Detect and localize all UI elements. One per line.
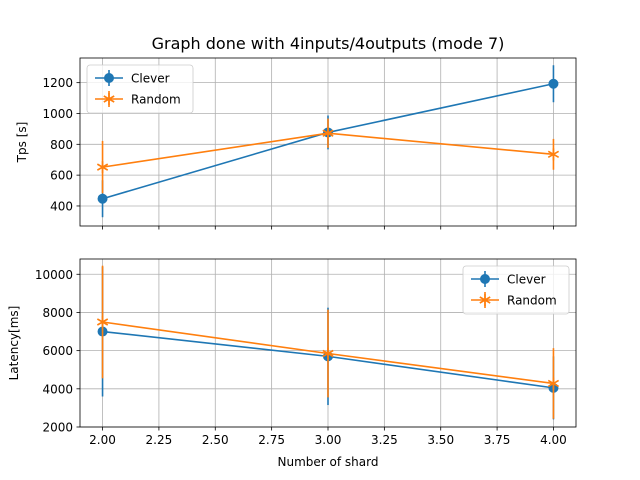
data-point (548, 78, 559, 89)
data-point (547, 148, 560, 161)
series-random (96, 265, 560, 419)
legend-marker (480, 274, 490, 284)
plot-frame (79, 57, 577, 227)
legend: Clever Random (86, 64, 194, 114)
data-point (322, 127, 334, 140)
y-tick-label: 10000 (35, 268, 73, 282)
x-tick-label: 3.75 (484, 433, 511, 447)
legend-label: Clever (131, 72, 170, 86)
legend: Clever Random (462, 265, 570, 315)
y-tick-label: 1000 (42, 107, 73, 121)
x-tick-label: 2.00 (89, 433, 116, 447)
x-tick-label: 2.75 (258, 433, 285, 447)
x-tick-label: 3.00 (315, 433, 342, 447)
legend-marker (103, 93, 115, 105)
x-tick-label: 3.50 (427, 433, 454, 447)
plot-frame (79, 258, 577, 428)
data-point (547, 377, 560, 390)
y-tick-label: 2000 (42, 421, 73, 435)
y-tick-label: 400 (50, 199, 73, 213)
x-axis-label: Number of shard (278, 455, 379, 469)
series-random (96, 118, 560, 194)
data-point (96, 316, 109, 328)
x-tick-label: 4.00 (540, 433, 567, 447)
figure-title: Graph done with 4inputs/4outputs (mode 7… (152, 34, 505, 53)
legend-label: Random (507, 294, 557, 308)
y-tick-label: 1200 (42, 76, 73, 90)
y-tick-label: 8000 (42, 306, 73, 320)
tps-subplot: 400 600 800 1000 1200 Tps [s] Clever Random (15, 57, 577, 230)
data-point (322, 347, 334, 360)
x-tick-label: 3.25 (371, 433, 398, 447)
legend-label: Random (131, 93, 181, 107)
legend-marker (479, 294, 491, 306)
latency-subplot: 2.00 2.25 2.50 2.75 3.00 3.25 3.50 3.75 4.00 2000… (7, 258, 577, 469)
y-tick-label: 6000 (42, 344, 73, 358)
y-axis-label: Tps [s] (15, 122, 29, 164)
legend-marker (104, 73, 114, 83)
data-point (96, 161, 109, 174)
y-tick-label: 600 (50, 169, 73, 183)
x-tick-label: 2.50 (202, 433, 229, 447)
x-tick-label: 2.25 (146, 433, 173, 447)
y-tick-label: 4000 (42, 382, 73, 396)
y-axis-label: Latency[ms] (7, 306, 21, 381)
data-point (97, 193, 108, 204)
y-tick-label: 800 (50, 138, 73, 152)
legend-label: Clever (507, 273, 546, 287)
